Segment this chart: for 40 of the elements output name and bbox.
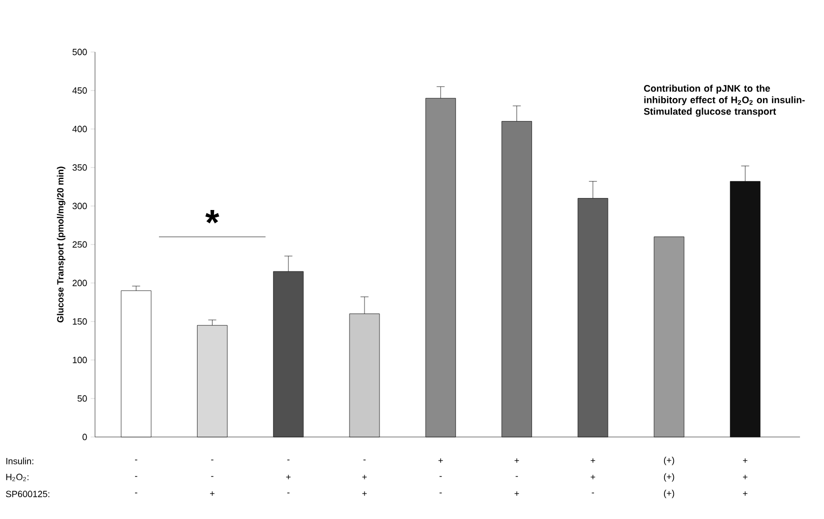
text: - (287, 492, 290, 494)
text: H$_{2}$O$_{2}$: (6, 474, 28, 482)
text: + (514, 458, 519, 463)
text: Insulin: (6, 458, 34, 464)
y-tick-label: 50 (78, 395, 87, 402)
text: + (438, 458, 443, 463)
text: - (211, 476, 214, 477)
text: + (362, 474, 367, 480)
text: + (362, 491, 367, 496)
text: + (210, 491, 214, 496)
text: - (135, 476, 138, 477)
annotation: * (205, 210, 220, 224)
text: - (135, 492, 138, 494)
text: + (286, 474, 291, 480)
y-tick-label: 300 (72, 202, 87, 210)
text: (+) (664, 456, 674, 466)
y-tick-label: 450 (72, 87, 87, 94)
text: + (742, 491, 748, 496)
y-tick-label: 350 (72, 164, 87, 171)
text: (+) (664, 473, 674, 482)
text: + (742, 474, 748, 480)
y-tick-label: 250 (72, 241, 87, 248)
text: + (590, 474, 596, 480)
y-tick-label: 200 (72, 280, 87, 286)
text: + (742, 458, 748, 463)
text: + (590, 458, 596, 463)
y-tick-label: 150 (72, 318, 87, 325)
text: - (440, 476, 442, 477)
text: (+) (664, 490, 674, 498)
text: - (516, 476, 518, 477)
text: SP600125: (6, 490, 50, 498)
annotation: Contribution of pJNK to the inhibitory effect of H$_{2}$O$_{2}$ on insulin-Stimulated glucose transport (644, 84, 805, 117)
y-tick-label: 400 (72, 126, 87, 132)
y-tick-label: 500 (72, 48, 87, 56)
text: - (592, 492, 594, 494)
y-tick-label: 100 (72, 356, 87, 364)
text: + (514, 491, 519, 496)
text: - (440, 492, 442, 494)
y-axis-title: Glucose Transport (pmol/mg/20 min) (56, 166, 66, 322)
y-tick-label: 0 (82, 434, 87, 440)
